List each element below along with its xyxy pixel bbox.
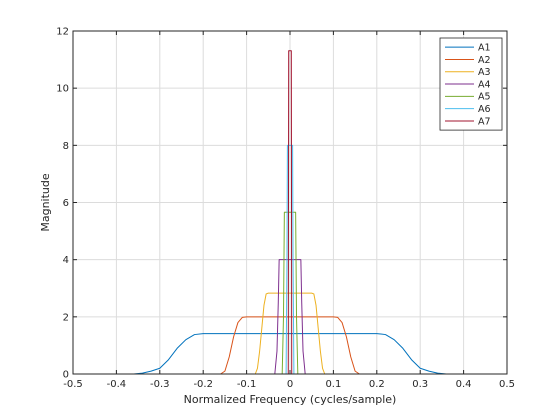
- y-tick-label: 8: [63, 141, 69, 152]
- x-tick-label: -0.3: [150, 379, 170, 390]
- y-tick-label: 4: [63, 255, 69, 266]
- series-line-a6: [73, 144, 507, 375]
- legend-label-a6: A6: [478, 104, 491, 115]
- legend-label-a2: A2: [478, 55, 491, 66]
- series-line-a4: [73, 259, 507, 375]
- x-tick-label: 0.4: [456, 379, 472, 390]
- y-tick-label: 12: [56, 27, 69, 38]
- series-line-a1: [73, 333, 507, 375]
- legend-label-a1: A1: [478, 42, 491, 53]
- y-tick-label: 0: [63, 370, 69, 381]
- y-tick-label: 6: [63, 198, 69, 209]
- x-tick-label: 0: [287, 379, 293, 390]
- legend-label-a5: A5: [478, 92, 491, 103]
- x-tick-label: 0.5: [499, 379, 515, 390]
- x-tick-label: -0.4: [107, 379, 127, 390]
- legend-label-a3: A3: [478, 67, 491, 78]
- x-axis-label: Normalized Frequency (cycles/sample): [184, 393, 397, 406]
- series-line-a3: [73, 292, 507, 375]
- x-tick-label: -0.2: [193, 379, 213, 390]
- y-tick-label: 10: [56, 84, 69, 95]
- legend-label-a7: A7: [478, 116, 491, 127]
- y-axis-label: Magnitude: [39, 173, 52, 232]
- x-tick-label: 0.2: [369, 379, 385, 390]
- legend-label-a4: A4: [478, 79, 491, 90]
- series-line-a2: [73, 316, 507, 375]
- x-tick-label: -0.1: [237, 379, 257, 390]
- x-tick-label: 0.3: [412, 379, 428, 390]
- ticks: -0.5 -0.4 -0.3 -0.2 -0.1 0 0.1 0.2 0.3 0.4 0.5 0 2 4 6…: [56, 27, 515, 391]
- y-tick-label: 2: [63, 312, 69, 323]
- x-tick-label: 0.1: [325, 379, 341, 390]
- x-tick-label: -0.5: [63, 379, 83, 390]
- series-line-a5: [73, 211, 507, 375]
